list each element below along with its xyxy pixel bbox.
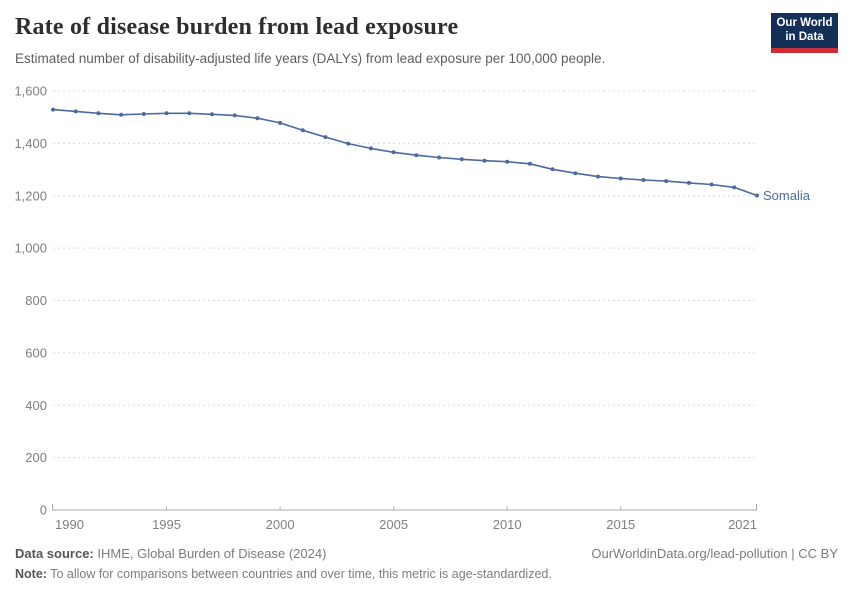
data-point[interactable] <box>73 109 78 114</box>
line-chart: 0 200 400 600 800 1,000 1,200 1,400 1,600 1990 199… <box>14 84 811 533</box>
owid-logo[interactable]: Our World in Data <box>771 13 838 53</box>
footer-note: Note: To allow for comparisons between c… <box>15 567 552 581</box>
footer-note-label: Note: <box>15 567 47 581</box>
data-point[interactable] <box>732 185 737 190</box>
data-point[interactable] <box>368 146 373 151</box>
x-tick-label: 2005 <box>379 517 408 532</box>
data-point[interactable] <box>187 111 192 116</box>
page-title: Rate of disease burden from lead exposur… <box>15 14 459 40</box>
data-point[interactable] <box>323 135 328 140</box>
trend-line-somalia[interactable] <box>52 108 758 197</box>
data-point[interactable] <box>232 113 237 118</box>
data-point[interactable] <box>686 180 691 185</box>
y-tick-label: 1,600 <box>14 84 47 99</box>
x-tick-label: 2000 <box>266 517 295 532</box>
x-tick-label: 2010 <box>493 517 522 532</box>
y-tick-label: 1,000 <box>14 241 47 256</box>
data-point[interactable] <box>141 112 146 116</box>
data-point[interactable] <box>210 112 214 117</box>
x-tick-label: 2015 <box>606 517 635 532</box>
x-tick-label: 1990 <box>55 517 84 532</box>
data-point[interactable] <box>527 161 532 166</box>
data-point[interactable] <box>755 193 759 198</box>
data-point[interactable] <box>437 155 442 160</box>
y-tick-label: 1,400 <box>14 136 47 151</box>
chart-subtitle: Estimated number of disability-adjusted … <box>15 51 606 66</box>
data-point[interactable] <box>482 158 487 163</box>
series-label-somalia: Somalia <box>763 188 811 203</box>
data-point[interactable] <box>618 176 623 181</box>
data-point[interactable] <box>278 120 283 125</box>
data-point[interactable] <box>300 128 305 133</box>
data-point[interactable] <box>709 182 714 187</box>
data-point[interactable] <box>573 171 578 176</box>
data-point[interactable] <box>346 141 351 146</box>
y-tick-label: 200 <box>25 450 47 465</box>
y-tick-label: 1,200 <box>14 188 47 203</box>
x-tick-label: 1995 <box>152 517 181 532</box>
data-point[interactable] <box>391 150 396 155</box>
data-point[interactable] <box>119 112 124 117</box>
data-point[interactable] <box>96 111 101 116</box>
footer-source-text: IHME, Global Burden of Disease (2024) <box>93 546 327 561</box>
y-tick-label: 800 <box>25 293 47 308</box>
y-tick-label: 600 <box>25 345 47 360</box>
footer-source-label: Data source: <box>15 546 94 561</box>
data-point[interactable] <box>164 111 169 116</box>
chart-footer: Data source: IHME, Global Burden of Dise… <box>15 546 838 581</box>
footer-rights: OurWorldinData.org/lead-pollution | CC B… <box>591 546 838 561</box>
data-point[interactable] <box>641 178 646 182</box>
data-point[interactable] <box>550 167 555 172</box>
owid-logo-line2: in Data <box>785 30 824 43</box>
data-point[interactable] <box>255 116 260 121</box>
y-tick-label: 400 <box>25 398 47 413</box>
footer-source: Data source: IHME, Global Burden of Dise… <box>15 546 326 561</box>
data-point[interactable] <box>459 157 464 162</box>
y-tick-label: 0 <box>40 503 47 518</box>
x-tick-label: 2021 <box>728 517 757 532</box>
data-point[interactable] <box>596 174 600 179</box>
data-point[interactable] <box>505 159 510 164</box>
owid-logo-line1: Our World <box>776 17 833 29</box>
data-point[interactable] <box>51 107 55 112</box>
footer-note-text: To allow for comparisons between countri… <box>46 567 552 581</box>
data-point[interactable] <box>414 153 419 158</box>
data-point[interactable] <box>664 179 669 184</box>
